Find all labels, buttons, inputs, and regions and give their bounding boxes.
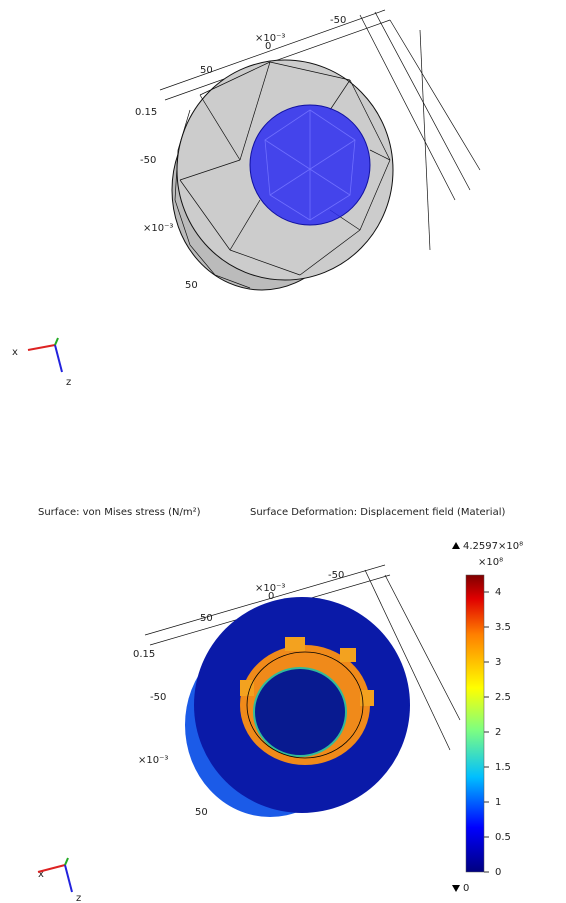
page: ×10⁻³ -50 0 50 0.15 -50 ×10⁻³ 50 x z Surface: von… bbox=[0, 0, 566, 903]
axis-label: 50 bbox=[185, 280, 198, 291]
colorbar-tick-label: 2 bbox=[495, 727, 501, 738]
axis-triad-label: z bbox=[66, 377, 71, 388]
axis-label: 50 bbox=[200, 65, 213, 76]
colorbar-max: 4.2597×10⁸ bbox=[463, 541, 523, 552]
axis-label: 0 bbox=[268, 591, 274, 602]
axis-label: 0.15 bbox=[133, 649, 155, 660]
axis-triad bbox=[28, 338, 62, 372]
axis-label: ×10⁻³ bbox=[138, 755, 168, 766]
colorbar-tick-label: 2.5 bbox=[495, 692, 511, 703]
stress-plot: Surface: von Mises stress (N/m²) Surface… bbox=[38, 507, 523, 903]
colorbar-min: 0 bbox=[463, 883, 469, 894]
axis-label: 0 bbox=[265, 41, 271, 52]
axis-label: -50 bbox=[150, 692, 166, 703]
colorbar-tick-label: 1.5 bbox=[495, 762, 511, 773]
axis-label: -50 bbox=[328, 570, 344, 581]
axis-label: 50 bbox=[200, 613, 213, 624]
axis-label: 50 bbox=[195, 807, 208, 818]
colorbar-tick-label: 4 bbox=[495, 587, 501, 598]
colorbar-tick-label: 0 bbox=[495, 867, 501, 878]
axis-triad-label: x bbox=[12, 347, 18, 358]
axis-label: 0.15 bbox=[135, 107, 157, 118]
plot-title: Surface Deformation: Displacement field … bbox=[250, 507, 505, 518]
colorbar bbox=[466, 575, 484, 872]
colorbar-tick-label: 3 bbox=[495, 657, 501, 668]
plot-title: Surface: von Mises stress (N/m²) bbox=[38, 507, 201, 518]
colorbar-multiplier: ×10⁸ bbox=[478, 557, 503, 568]
axis-label: -50 bbox=[140, 155, 156, 166]
colorbar-tick-label: 3.5 bbox=[495, 622, 511, 633]
axis-label: ×10⁻³ bbox=[143, 223, 173, 234]
colorbar-tick-label: 1 bbox=[495, 797, 501, 808]
axis-label: -50 bbox=[330, 15, 346, 26]
colorbar-tick-label: 0.5 bbox=[495, 832, 511, 843]
axis-triad-label: z bbox=[76, 893, 81, 903]
bore bbox=[254, 668, 346, 756]
